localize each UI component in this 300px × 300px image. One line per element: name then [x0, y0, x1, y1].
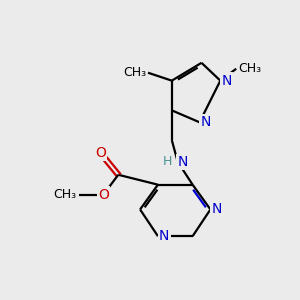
Text: O: O — [98, 188, 109, 202]
Text: N: N — [159, 229, 169, 243]
Text: CH₃: CH₃ — [123, 66, 146, 79]
Text: O: O — [95, 146, 106, 160]
Text: CH₃: CH₃ — [238, 62, 261, 75]
Text: N: N — [212, 202, 222, 216]
Text: N: N — [200, 115, 211, 129]
Text: H: H — [163, 155, 172, 168]
Text: N: N — [221, 74, 232, 88]
Text: CH₃: CH₃ — [54, 188, 77, 201]
Text: N: N — [178, 155, 188, 169]
